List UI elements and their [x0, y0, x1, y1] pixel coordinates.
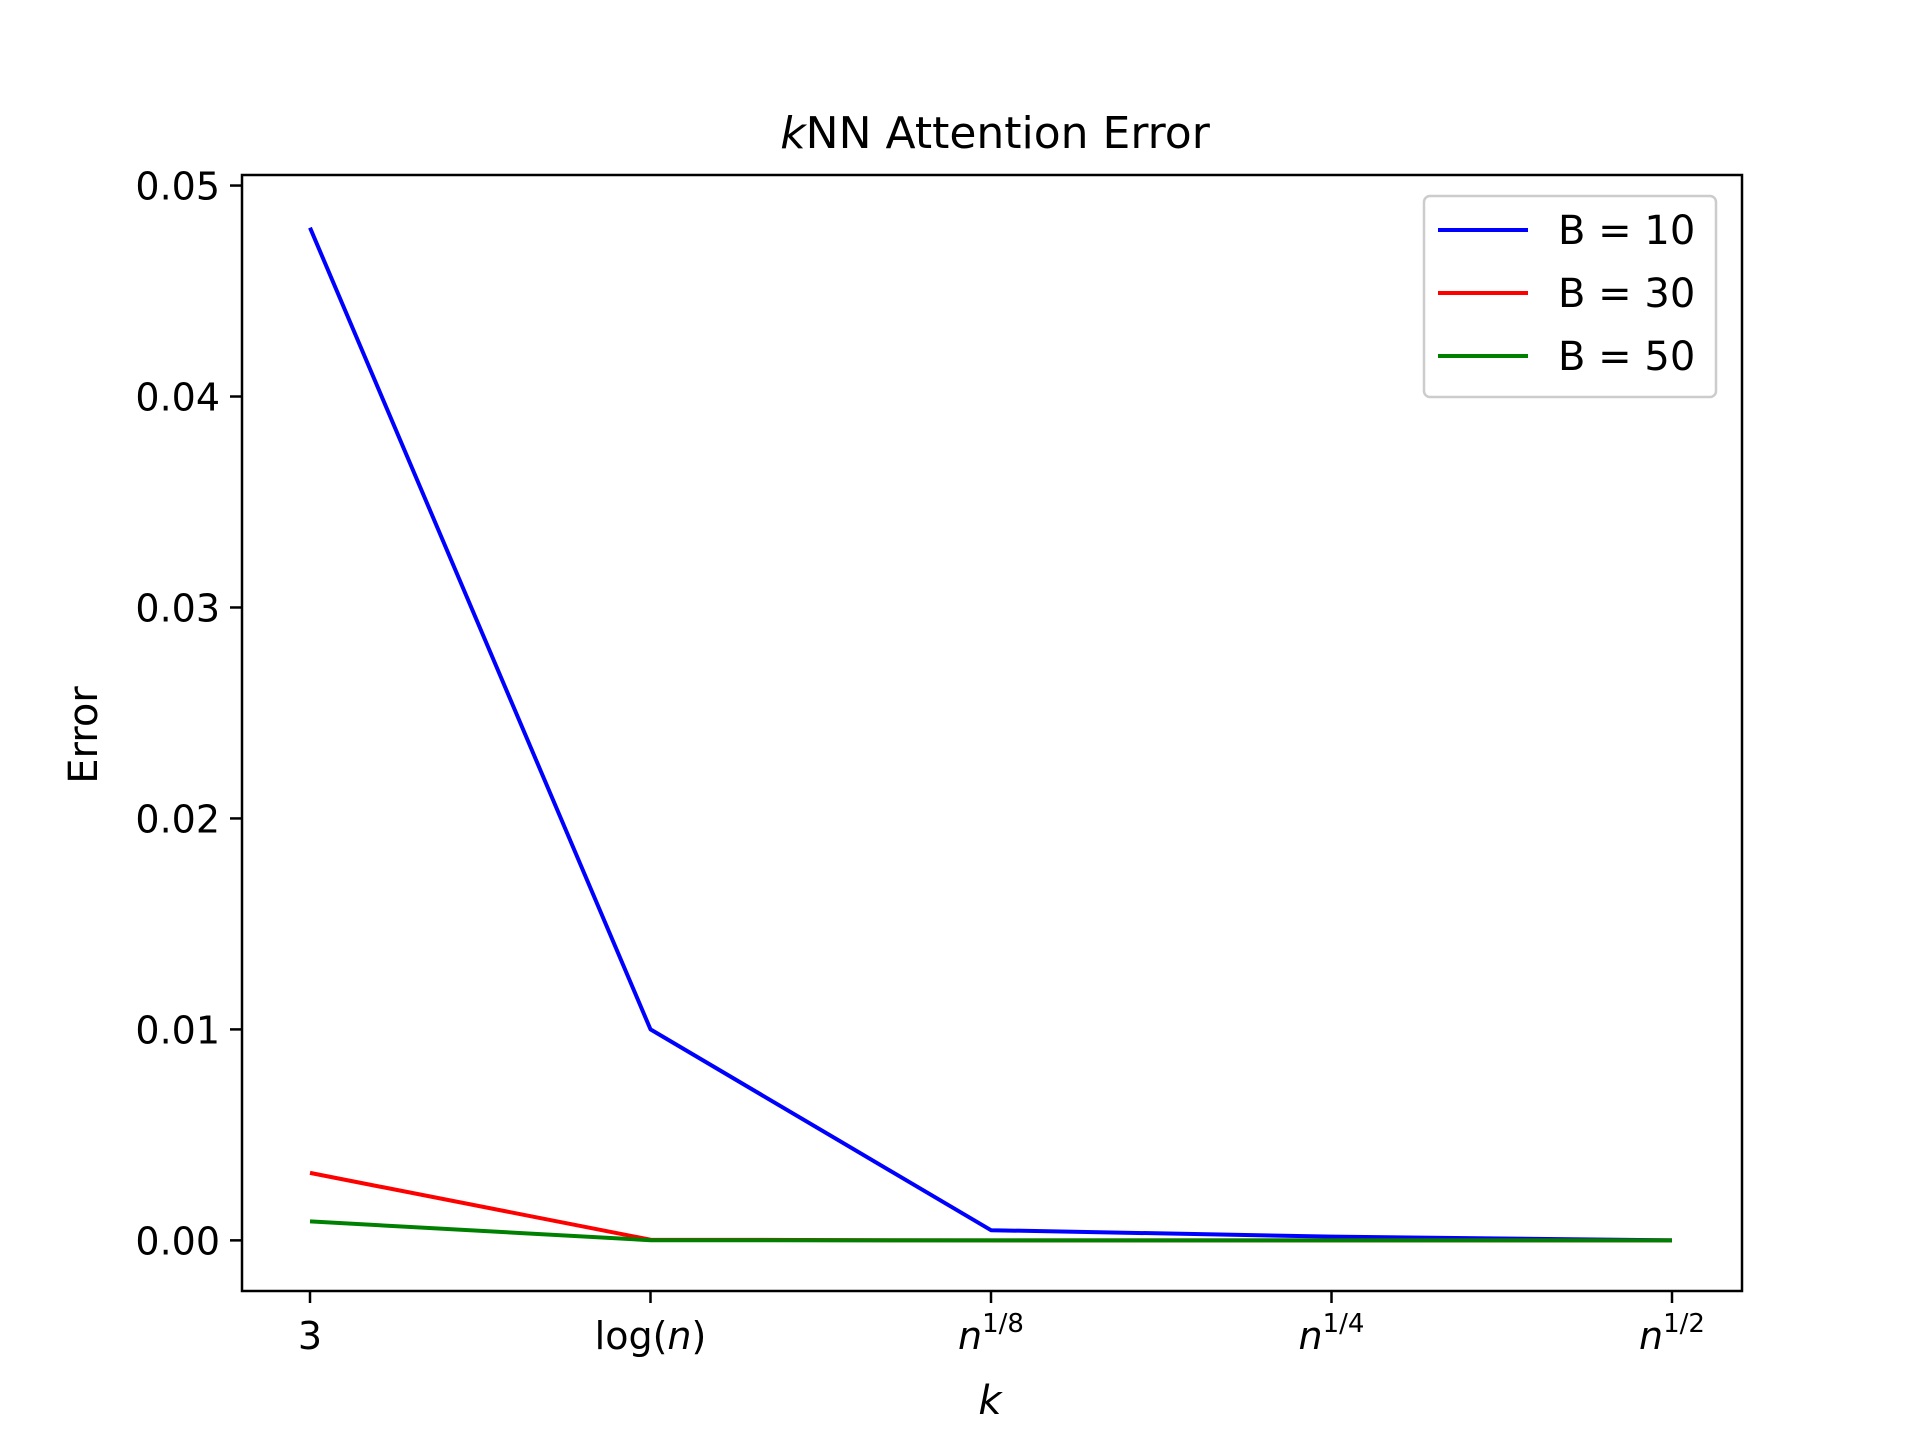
y-tick-label: 0.01: [135, 1008, 220, 1052]
series-line-1: [308, 226, 1673, 1243]
y-tick-label: 0.00: [135, 1219, 220, 1263]
y-axis-ticks: 0.00 0.01 0.02 0.03 0.04 0.05: [135, 165, 242, 1263]
legend-label-3: B = 50: [1558, 334, 1695, 380]
legend-entries: B = 10 B = 30 B = 50: [1438, 208, 1695, 380]
x-tick-label: n1/2: [1639, 1309, 1705, 1358]
legend-label-2: B = 30: [1558, 271, 1695, 317]
y-tick-label: 0.03: [135, 586, 220, 630]
x-tick-label: 3: [298, 1314, 322, 1358]
series-lines: [308, 226, 1673, 1243]
x-axis-label: k: [978, 1378, 1003, 1424]
x-tick-label: log(n): [595, 1314, 707, 1358]
series-line-3: [309, 1219, 1672, 1243]
legend-box: [1422, 194, 1718, 399]
chart-title-rest: NN Attention Error: [806, 108, 1211, 159]
chart-title: kNN Attention Error: [780, 108, 1211, 159]
chart-title-italic: k: [780, 108, 807, 159]
y-tick-label: 0.02: [135, 797, 220, 841]
y-axis-label: Error: [61, 686, 107, 784]
legend: B = 10 B = 30 B = 50: [1422, 194, 1718, 399]
x-axis-ticks: 3 log(n) n1/8 n1/4 n1/2: [298, 1291, 1705, 1358]
legend-label-1: B = 10: [1558, 208, 1695, 254]
y-tick-label: 0.05: [135, 165, 220, 209]
y-tick-label: 0.04: [135, 376, 220, 420]
x-tick-label: n1/4: [1299, 1309, 1365, 1358]
x-tick-label: n1/8: [958, 1309, 1024, 1358]
